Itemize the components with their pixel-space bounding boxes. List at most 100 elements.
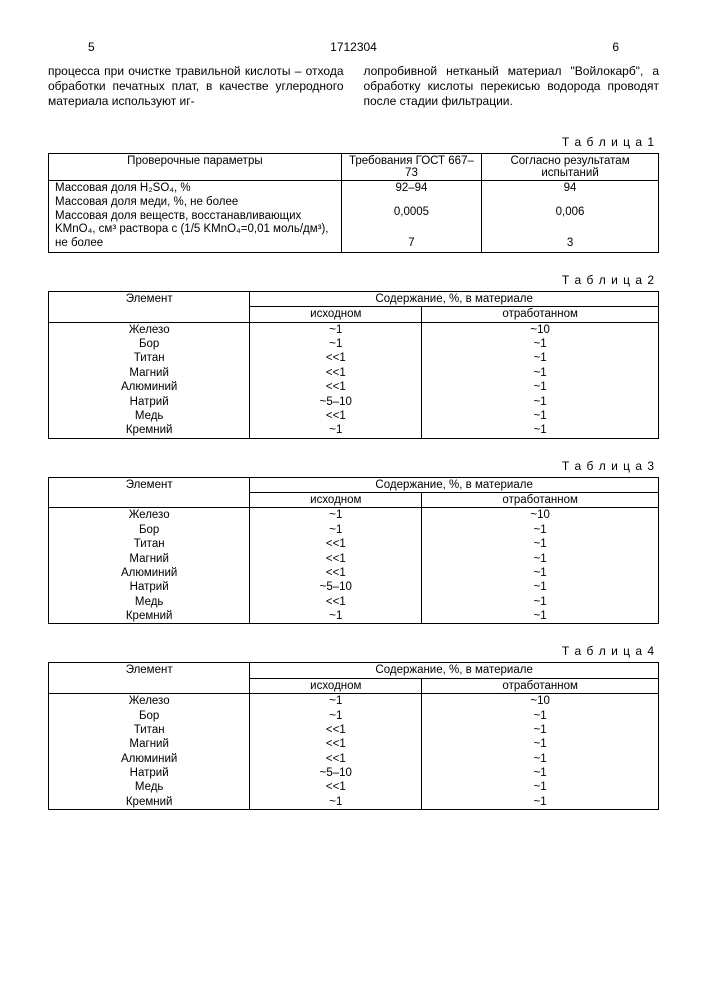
content-head: Содержание, %, в материале xyxy=(250,477,659,492)
t1-r1c1: 92–94 xyxy=(341,181,481,205)
elem-name: Медь xyxy=(49,595,250,609)
elem-name: Титан xyxy=(49,351,250,365)
elem-name: Железо xyxy=(49,322,250,337)
elem-ishod: <<1 xyxy=(250,780,422,794)
body-text: процесса при очистке травильной кислоты … xyxy=(48,64,659,109)
table4-label: Т а б л и ц а 4 xyxy=(48,644,655,658)
content-head: Содержание, %, в материале xyxy=(250,291,659,306)
table4: ЭлементСодержание, %, в материалеисходно… xyxy=(48,662,659,810)
elem-otrab: ~1 xyxy=(422,423,659,438)
sub-otrab: отработанном xyxy=(422,307,659,322)
elem-name: Натрий xyxy=(49,766,250,780)
elem-name: Натрий xyxy=(49,580,250,594)
elem-head: Элемент xyxy=(49,291,250,322)
elem-ishod: ~1 xyxy=(250,709,422,723)
elem-otrab: ~1 xyxy=(422,566,659,580)
t1-r3c0: Массовая доля веществ, восстанавливающих… xyxy=(55,210,335,251)
elem-name: Бор xyxy=(49,523,250,537)
elem-name: Бор xyxy=(49,709,250,723)
page-left: 5 xyxy=(88,40,95,54)
col-right: лопробивной нетканый материал "Войлокарб… xyxy=(364,64,660,109)
elem-otrab: ~1 xyxy=(422,395,659,409)
elem-otrab: ~1 xyxy=(422,537,659,551)
t1-r2c1: 0,0005 xyxy=(341,205,481,228)
elem-otrab: ~1 xyxy=(422,795,659,810)
elem-name: Кремний xyxy=(49,609,250,624)
t1-r1c2: 94 xyxy=(482,181,659,205)
elem-ishod: <<1 xyxy=(250,723,422,737)
elem-otrab: ~1 xyxy=(422,752,659,766)
elem-ishod: ~1 xyxy=(250,322,422,337)
table2-label: Т а б л и ц а 2 xyxy=(48,273,655,287)
elem-otrab: ~1 xyxy=(422,337,659,351)
elem-otrab: ~1 xyxy=(422,366,659,380)
elem-head: Элемент xyxy=(49,663,250,694)
elem-ishod: ~5–10 xyxy=(250,766,422,780)
elem-ishod: <<1 xyxy=(250,351,422,365)
table3-label: Т а б л и ц а 3 xyxy=(48,459,655,473)
elem-head: Элемент xyxy=(49,477,250,508)
sub-ishod: исходном xyxy=(250,493,422,508)
elem-ishod: <<1 xyxy=(250,737,422,751)
t1-r3c1: 7 xyxy=(341,228,481,252)
elem-ishod: <<1 xyxy=(250,552,422,566)
elem-name: Магний xyxy=(49,366,250,380)
elem-ishod: ~1 xyxy=(250,423,422,438)
elem-otrab: ~1 xyxy=(422,580,659,594)
elem-ishod: ~1 xyxy=(250,337,422,351)
elem-name: Железо xyxy=(49,508,250,523)
table1: Проверочные параметры Требования ГОСТ 66… xyxy=(48,153,659,253)
table3: ЭлементСодержание, %, в материалеисходно… xyxy=(48,477,659,625)
elem-ishod: ~5–10 xyxy=(250,580,422,594)
t1-h0: Проверочные параметры xyxy=(49,154,342,181)
elem-otrab: ~1 xyxy=(422,552,659,566)
elem-otrab: ~10 xyxy=(422,508,659,523)
elem-name: Бор xyxy=(49,337,250,351)
t1-h1: Требования ГОСТ 667–73 xyxy=(341,154,481,181)
t1-r2c2: 0,006 xyxy=(482,205,659,228)
elem-ishod: <<1 xyxy=(250,380,422,394)
elem-name: Магний xyxy=(49,737,250,751)
t1-r2c0: Массовая доля меди, %, не более xyxy=(55,196,335,210)
elem-name: Магний xyxy=(49,552,250,566)
table1-label: Т а б л и ц а 1 xyxy=(48,135,655,149)
elem-name: Алюминий xyxy=(49,752,250,766)
elem-ishod: <<1 xyxy=(250,752,422,766)
elem-otrab: ~1 xyxy=(422,523,659,537)
elem-otrab: ~1 xyxy=(422,766,659,780)
elem-name: Титан xyxy=(49,723,250,737)
elem-ishod: ~1 xyxy=(250,523,422,537)
elem-ishod: ~1 xyxy=(250,508,422,523)
elem-name: Алюминий xyxy=(49,566,250,580)
elem-name: Кремний xyxy=(49,423,250,438)
elem-otrab: ~1 xyxy=(422,351,659,365)
sub-otrab: отработанном xyxy=(422,678,659,693)
elem-otrab: ~1 xyxy=(422,780,659,794)
elem-ishod: <<1 xyxy=(250,366,422,380)
elem-otrab: ~10 xyxy=(422,694,659,709)
elem-name: Железо xyxy=(49,694,250,709)
sub-ishod: исходном xyxy=(250,678,422,693)
table2: ЭлементСодержание, %, в материалеисходно… xyxy=(48,291,659,439)
elem-ishod: <<1 xyxy=(250,566,422,580)
page-right: 6 xyxy=(612,40,619,54)
elem-ishod: ~1 xyxy=(250,609,422,624)
elem-ishod: <<1 xyxy=(250,409,422,423)
elem-otrab: ~1 xyxy=(422,723,659,737)
elem-ishod: ~1 xyxy=(250,795,422,810)
elem-ishod: <<1 xyxy=(250,595,422,609)
col-left: процесса при очистке травильной кислоты … xyxy=(48,64,344,109)
elem-name: Титан xyxy=(49,537,250,551)
page-header: 5 1712304 6 xyxy=(88,40,619,54)
doc-number: 1712304 xyxy=(330,40,377,54)
t1-r1c0: Массовая доля H₂SO₄, % xyxy=(55,182,335,196)
elem-name: Медь xyxy=(49,409,250,423)
elem-name: Кремний xyxy=(49,795,250,810)
elem-ishod: ~5–10 xyxy=(250,395,422,409)
elem-otrab: ~1 xyxy=(422,380,659,394)
t1-r3c2: 3 xyxy=(482,228,659,252)
elem-otrab: ~1 xyxy=(422,409,659,423)
elem-name: Натрий xyxy=(49,395,250,409)
elem-ishod: ~1 xyxy=(250,694,422,709)
t1-h2: Согласно результатам испытаний xyxy=(482,154,659,181)
